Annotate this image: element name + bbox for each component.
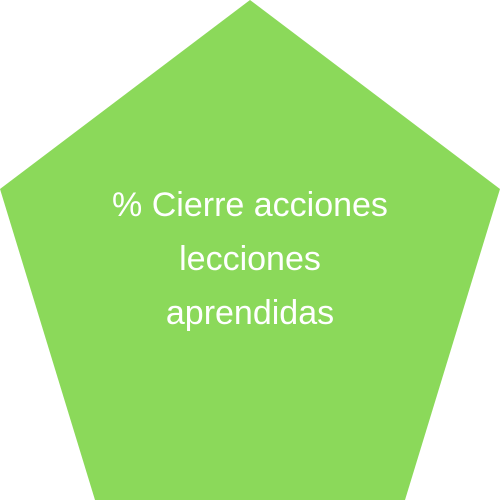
label-line-2: lecciones [179,240,321,278]
pentagon-label: % Cierre acciones lecciones aprendidas [50,178,450,340]
label-line-3: aprendidas [165,294,335,332]
label-line-1: % Cierre acciones [112,186,388,224]
